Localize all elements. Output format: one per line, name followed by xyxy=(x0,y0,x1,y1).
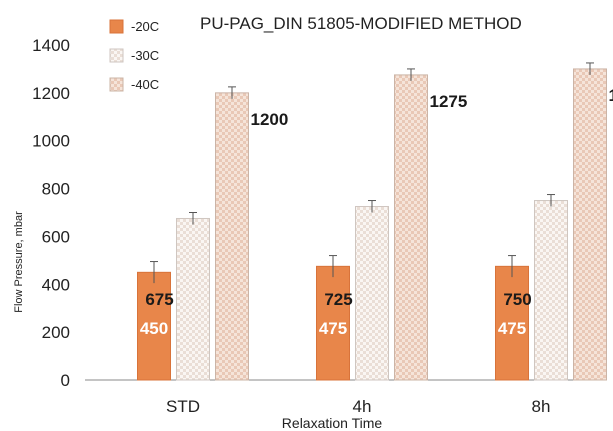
legend-label: -30C xyxy=(131,48,159,63)
legend-swatch xyxy=(109,48,124,63)
y-tick-label: 1400 xyxy=(32,36,70,55)
bar-20C-STD xyxy=(137,271,171,381)
legend-swatch xyxy=(109,77,124,92)
y-tick-label: 1200 xyxy=(32,84,70,103)
x-tick-label: 8h xyxy=(532,397,551,416)
bar-30C-8h xyxy=(534,200,568,381)
data-label: 475 xyxy=(319,319,347,338)
data-label: 1300 xyxy=(609,86,613,105)
data-label: 725 xyxy=(324,290,352,309)
data-label: 450 xyxy=(140,319,168,338)
bar-20C-8h xyxy=(495,265,529,381)
y-axis-label: Flow Pressure, mbar xyxy=(13,211,25,313)
chart-title: PU-PAG_DIN 51805-MODIFIED METHOD xyxy=(200,14,522,33)
bar-40C-STD xyxy=(215,92,249,381)
bar-30C-STD xyxy=(176,217,210,381)
data-label: 1200 xyxy=(251,110,289,129)
data-label: 750 xyxy=(503,290,531,309)
y-tick-label: 0 xyxy=(61,371,70,390)
data-label: 475 xyxy=(498,319,526,338)
legend-label: -40C xyxy=(131,77,159,92)
bar-40C-8h xyxy=(573,68,607,381)
bar-40C-4h xyxy=(394,74,428,381)
x-tick-label: STD xyxy=(166,397,200,416)
y-axis: 0 200 400 600 800 1000 1200 1400 xyxy=(32,36,70,390)
y-tick-label: 1000 xyxy=(32,132,70,151)
y-tick-label: 400 xyxy=(42,275,70,294)
data-label: 1275 xyxy=(430,92,468,111)
legend-swatch xyxy=(109,19,124,34)
x-axis-label: Relaxation Time xyxy=(282,415,383,431)
bar-30C-4h xyxy=(355,206,389,381)
bar-20C-4h xyxy=(316,265,350,381)
x-tick-label: 4h xyxy=(353,397,372,416)
y-tick-label: 200 xyxy=(42,323,70,342)
y-tick-label: 800 xyxy=(42,180,70,199)
legend: -20C -30C -40C xyxy=(109,19,159,92)
x-axis: STD 4h 8h xyxy=(166,397,550,416)
legend-label: -20C xyxy=(131,19,159,34)
y-tick-label: 600 xyxy=(42,227,70,246)
bars: 450 675 1200 475 725 1275 475 750 1300 xyxy=(137,62,613,381)
data-label: 675 xyxy=(145,290,173,309)
